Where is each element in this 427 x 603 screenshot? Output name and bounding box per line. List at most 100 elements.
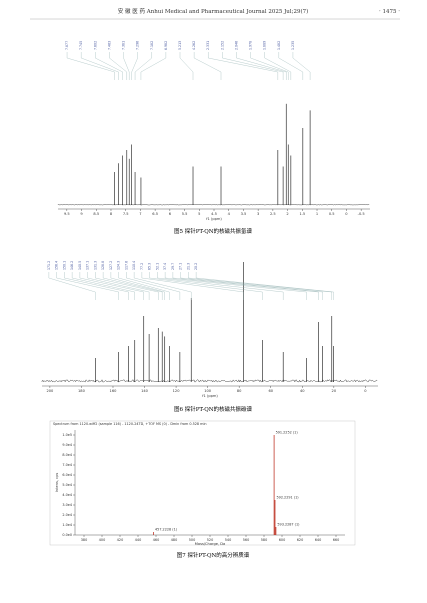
x-tick-label: 8 <box>110 212 113 216</box>
peak-label: 2.046 <box>234 41 238 50</box>
label-leader <box>278 52 303 80</box>
x-tick-label: -0.5 <box>358 212 365 216</box>
peak-label: 29.7 <box>171 263 175 270</box>
x-tick-label: 2.5 <box>270 212 276 216</box>
peak-label: 593.2287 (1) <box>277 523 300 527</box>
peak-label: 7.182 <box>150 41 154 50</box>
label-leader <box>157 272 284 300</box>
page-number: · 1475 · <box>379 9 400 15</box>
x-tick-label: 140 <box>141 389 149 393</box>
x-tick-label: 500 <box>189 538 195 542</box>
x-tick-label: 420 <box>117 538 123 542</box>
peak-label: 5.213 <box>178 41 182 50</box>
y-tick-label: 9.0e4 <box>62 443 72 447</box>
x-tick-label: 5 <box>198 212 200 216</box>
x-tick-label: 20 <box>332 389 337 393</box>
x-tick-label: 180 <box>78 389 86 393</box>
figure-caption: 图6 探针PT-QN的核磁共振碳谱 <box>174 405 253 413</box>
peak-label: 128.8 <box>101 261 105 270</box>
peak-label: 21.3 <box>186 263 190 270</box>
label-leader <box>81 52 119 80</box>
peak-label: 150.1 <box>62 261 66 270</box>
peak-label: 1.235 <box>291 41 295 50</box>
peak-label: 156.4 <box>55 261 59 270</box>
peak-label: 7.296 <box>136 41 140 50</box>
x-tick-label: 540 <box>225 538 231 542</box>
y-tick-label: 7.0e4 <box>62 463 72 467</box>
baseline <box>41 379 378 383</box>
x-tick-label: 0 <box>364 389 367 393</box>
y-tick-label: 6.0e4 <box>62 473 72 477</box>
peak-label: 137.1 <box>86 261 90 270</box>
x-tick-label: 580 <box>261 538 267 542</box>
x-tick-label: 460 <box>153 538 159 542</box>
x-tick-label: 80 <box>237 389 242 393</box>
label-leader <box>48 272 96 300</box>
x-tick-label: 640 <box>315 538 321 542</box>
x-tick-label: 400 <box>99 538 105 542</box>
label-leader <box>134 52 152 80</box>
label-leader <box>250 52 289 80</box>
label-leader <box>179 52 194 80</box>
peak-label: 131.3 <box>93 261 97 270</box>
label-leader <box>133 272 192 300</box>
x-tick-label: 200 <box>46 389 54 393</box>
x-tick-label: 6 <box>169 212 172 216</box>
y-tick-label: 5.0e4 <box>62 483 72 487</box>
label-leader <box>110 272 165 300</box>
peak-label: 4.262 <box>192 41 196 50</box>
x-tick-label: 520 <box>207 538 213 542</box>
label-leader <box>118 272 170 300</box>
peak-label: 7.602 <box>93 41 97 50</box>
x-tick-label: 1 <box>316 212 318 216</box>
peak-label: 171.2 <box>47 261 51 270</box>
x-tick-label: 0.5 <box>329 212 335 216</box>
label-leader <box>126 272 181 300</box>
peak-label: 65.3 <box>148 263 152 270</box>
x-tick-label: 440 <box>135 538 141 542</box>
peak-label: 20.2 <box>194 263 198 270</box>
y-tick-label: 2.0e4 <box>62 513 72 517</box>
y-tick-label: 3.0e4 <box>62 503 72 507</box>
x-tick-label: 1.5 <box>299 212 305 216</box>
x-tick-label: 40 <box>300 389 305 393</box>
peak-label: 37.4 <box>163 263 167 270</box>
peak-label: 110.4 <box>132 261 136 270</box>
label-leader <box>87 272 150 300</box>
label-leader <box>292 52 311 80</box>
x-tick-label: 5.5 <box>182 212 188 216</box>
baseline <box>57 204 370 206</box>
y-tick-label: 1.0e4 <box>62 523 72 527</box>
x-tick-label: 100 <box>204 389 212 393</box>
x-tick-label: 380 <box>81 538 87 542</box>
label-leader <box>56 272 119 300</box>
x-tick-label: 600 <box>279 538 285 542</box>
peak-label: 140.5 <box>78 261 82 270</box>
label-leader <box>236 52 287 80</box>
peak-label: 1.978 <box>249 41 253 50</box>
peak-label: 7.745 <box>79 41 83 50</box>
label-leader <box>95 272 159 300</box>
label-leader <box>140 52 167 80</box>
label-leader <box>180 272 323 300</box>
x-tick-label: 160 <box>110 389 118 393</box>
y-tick-label: 4.0e4 <box>62 493 72 497</box>
peak-label: 7.877 <box>65 41 69 50</box>
x-tick-label: 6.5 <box>152 212 158 216</box>
label-leader <box>102 272 163 300</box>
x-tick-label: 120 <box>173 389 181 393</box>
x-tick-label: 60 <box>268 389 273 393</box>
peak-label: 52.1 <box>155 263 159 270</box>
label-leader <box>95 52 123 80</box>
label-leader <box>172 272 319 300</box>
label-leader <box>131 52 138 80</box>
x-tick-label: 4 <box>228 212 231 216</box>
peak-label: 2.331 <box>206 41 210 50</box>
running-header: 安 徽 医 药 Anhui Medical and Pharmaceutical… <box>118 7 309 15</box>
peak-label: 7.463 <box>107 41 111 50</box>
x-axis-label: f1 (ppm) <box>206 217 222 221</box>
label-leader <box>79 272 144 300</box>
x-tick-label: 560 <box>243 538 249 542</box>
